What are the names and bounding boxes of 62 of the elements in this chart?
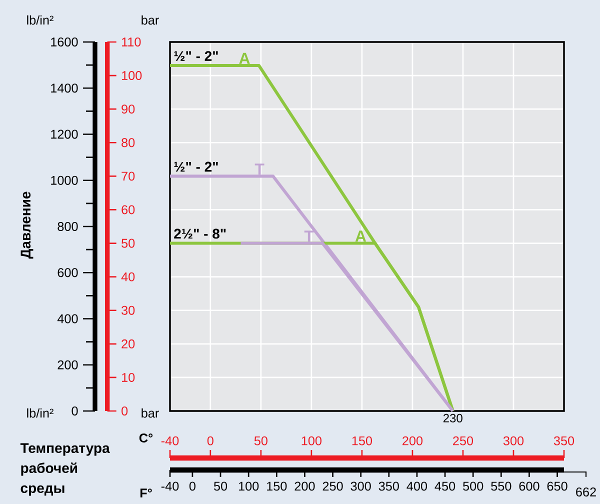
text: C° [139,434,153,442]
y2-tick-label: 1600 [51,38,78,46]
x2-tick-label: 150 [267,482,287,491]
x2-tick-label: 550 [491,482,512,491]
x2-tick-label: 600 [519,482,540,491]
y2-tick-label: 1000 [51,176,78,185]
y-tick-label: 60 [122,205,135,214]
annotation: 230 [443,414,462,422]
y-tick-label: 70 [122,172,135,181]
x2-tick-label: 100 [238,482,259,491]
annotation: ½" - 2" [174,51,218,61]
y-tick-label: 10 [122,372,135,382]
x-tick-label: 0 [207,436,214,446]
x-tick-label: 300 [503,436,524,446]
x2-tick-label: 50 [214,482,228,491]
x2-tick-label: 500 [463,482,484,491]
y2-tick-label: 200 [58,360,78,370]
y2-axis-title: Давление [20,192,34,259]
x-tick-label: 100 [302,436,322,446]
x-tick-label: 150 [352,436,372,446]
series-label: A [355,230,366,242]
y-tick-label: 110 [122,38,141,46]
y2-tick-label: 400 [57,314,78,324]
y-tick-label: 30 [122,306,135,315]
series-label: T [304,230,314,242]
y2-tick-label: 800 [58,222,78,231]
y-tick-label: 80 [122,138,135,148]
x-tick-label: 200 [402,436,423,446]
y-tick-label: 20 [122,339,135,348]
x2-tick-label: 0 [189,482,196,491]
x2-tick-label: 300 [350,482,371,491]
annotation: 2½" - 8" [174,228,226,239]
x2-tick-label: 350 [378,482,399,491]
x-tick-label: 50 [254,436,268,446]
y-tick-label: 90 [122,104,135,114]
y2-tick-label: 1400 [51,84,78,93]
x2-tick-label: 450 [434,482,456,491]
x-tick-label: -40 [161,436,179,446]
text: bar [142,408,159,418]
series-label: T [254,164,264,175]
y-tick-label: 100 [122,71,142,80]
x-tick-label: 350 [554,436,574,446]
y-tick-label: 50 [122,238,135,248]
y-tick-label: 40 [121,272,135,282]
text: lb/in² [27,15,54,25]
x-tick-label: 250 [453,436,474,446]
y2-tick-label: 0 [72,406,78,416]
text: lb/in² [27,408,54,418]
x-axis-title: Температура рабочей среды [20,443,110,496]
annotation: ½" - 2" [174,162,218,172]
text: bar [142,15,159,25]
text: 662 [576,488,596,496]
x2-tick-label: 400 [406,482,428,491]
x2-tick-label: 650 [547,482,568,491]
x2-tick-label: 250 [322,482,343,491]
y-tick-label: 0 [122,406,128,416]
series-label: A [239,52,250,64]
x2-tick-label: -40 [161,482,179,491]
y2-tick-label: 1200 [51,130,78,139]
y2-tick-label: 600 [58,268,78,278]
text: F° [140,488,152,498]
x2-tick-label: 200 [294,482,315,491]
